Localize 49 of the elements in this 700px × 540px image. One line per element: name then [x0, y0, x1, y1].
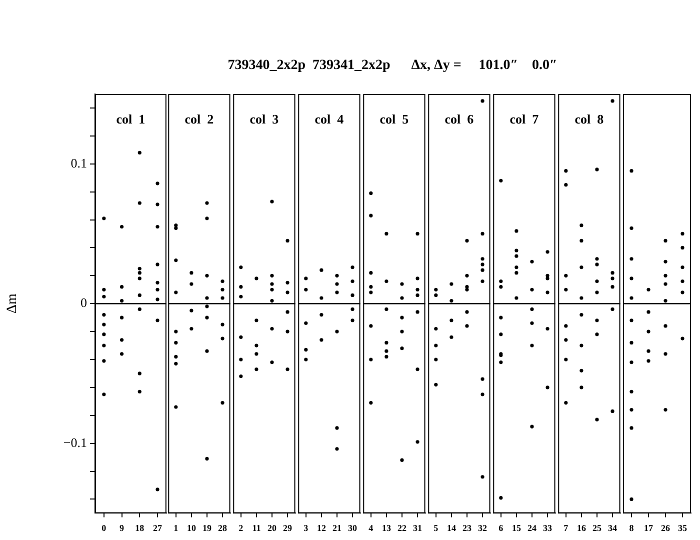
x-tick-label: 4	[368, 522, 374, 533]
annotation: col 3	[250, 111, 280, 126]
x-tick-label: 27	[153, 522, 162, 533]
x-tick-label: 13	[382, 522, 392, 533]
annotation: col 8	[574, 111, 604, 126]
x-tick-label: 12	[316, 522, 326, 533]
x-tick-label: 30	[348, 522, 358, 533]
x-tick-label: 10	[186, 522, 196, 533]
chart-title: 739340_2x2p 739341_2x2p Δx, Δy = 101.0″ 0.0″	[226, 58, 558, 74]
x-tick-label: 3	[304, 522, 309, 533]
x-tick-label: 16	[576, 522, 586, 533]
x-tick-label: 21	[332, 522, 342, 533]
x-tick-label: 23	[462, 522, 472, 533]
x-tick-label: 18	[135, 522, 145, 533]
x-tick-label: 25	[592, 522, 602, 533]
x-tick-label: 26	[661, 522, 670, 533]
annotation: col 2	[184, 111, 214, 126]
x-tick-label: 6	[498, 522, 504, 533]
y-tick-label: 0.1	[70, 155, 87, 170]
x-tick-label: 0	[102, 522, 107, 533]
x-tick-label: 7	[564, 522, 569, 533]
x-tick-label: 11	[252, 522, 262, 533]
annotation: col 4	[314, 111, 344, 126]
x-tick-label: 14	[446, 522, 456, 533]
x-tick-label: 29	[283, 522, 293, 533]
x-tick-label: 34	[608, 522, 618, 533]
x-tick-label: 5	[434, 522, 439, 533]
x-tick-label: 15	[512, 522, 522, 533]
x-tick-label: 9	[120, 522, 125, 533]
x-tick-label: 8	[629, 522, 634, 533]
annotation: col 1	[116, 111, 146, 126]
x-tick-label: 28	[218, 522, 228, 533]
y-tick-label: −0.1	[63, 434, 87, 450]
annotation: col 5	[380, 111, 410, 126]
x-tick-label: 24	[527, 522, 537, 533]
x-tick-label: 35	[678, 522, 688, 533]
x-tick-label: 1	[174, 522, 179, 533]
x-tick-label: 2	[238, 522, 244, 533]
annotation: col 6	[444, 111, 474, 126]
x-tick-label: 20	[267, 522, 277, 533]
x-tick-label: 22	[397, 522, 407, 533]
x-tick-label: 19	[202, 522, 212, 533]
y-tick-label: 0	[80, 295, 87, 310]
x-tick-label: 33	[543, 522, 553, 533]
x-tick-label: 32	[478, 522, 488, 533]
annotation: col 7	[510, 111, 540, 126]
x-tick-label: 17	[644, 522, 654, 533]
x-tick-label: 31	[413, 522, 423, 533]
y-axis-title: Δm	[5, 294, 20, 314]
